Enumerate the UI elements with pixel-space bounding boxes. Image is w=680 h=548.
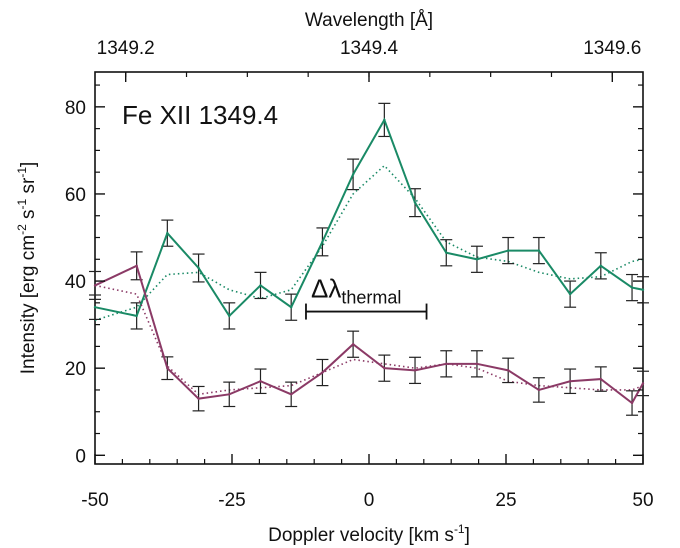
thermal-width-subscript: thermal xyxy=(341,288,401,308)
series-1-data-line xyxy=(94,117,644,318)
series-2-point xyxy=(228,393,231,396)
y-axis-title-sup: -2 xyxy=(15,224,29,235)
annotation-label: Fe XII 1349.4 xyxy=(122,100,278,130)
series-1-point xyxy=(506,249,510,252)
y-axis-title-sup: -1 xyxy=(15,198,29,209)
x-tick-label: 25 xyxy=(495,490,516,511)
x-axis-title-sup: -1 xyxy=(454,522,465,536)
series-1-point xyxy=(630,286,634,289)
x-tick-label: -50 xyxy=(81,490,108,511)
x-axis-title: Doppler velocity [km s-1] xyxy=(268,522,470,546)
y-tick-label: 0 xyxy=(75,446,86,467)
plot-area xyxy=(94,71,644,465)
top-tick-label: 1349.4 xyxy=(340,38,399,59)
series-2-data-line xyxy=(94,264,644,405)
top-axis-title: Wavelength [Å] xyxy=(305,10,433,31)
series-1-point xyxy=(599,264,603,268)
series-2-point xyxy=(475,362,479,366)
series-1-point xyxy=(537,249,541,252)
y-tick-label: 80 xyxy=(65,98,86,119)
series-1-point xyxy=(228,314,231,318)
series-1-point xyxy=(413,201,417,204)
y-tick-label: 20 xyxy=(65,359,86,380)
series-2-point xyxy=(197,397,200,400)
x-tick-label: 0 xyxy=(364,490,375,511)
x-axis-title-main: Doppler velocity [km s xyxy=(268,525,454,546)
series-2-point xyxy=(166,366,169,370)
series-2-point xyxy=(641,382,645,385)
series-1-fit-line xyxy=(94,164,644,322)
series-1-point xyxy=(568,292,572,296)
series-2-point xyxy=(413,369,417,372)
chart-marks xyxy=(89,102,649,416)
thermal-width-label: Δλthermal xyxy=(311,274,401,308)
axes: -50 -25 0 25 50 0 20 40 60 80 1349.2 1349.4 1349.6 xyxy=(65,38,654,511)
series-1-point xyxy=(289,306,293,309)
x-tick-label: -25 xyxy=(218,490,245,511)
series-2-point xyxy=(599,377,603,381)
y-axis-title-part: sr xyxy=(18,177,39,199)
y-axis-title-part: s xyxy=(18,209,39,224)
y-axis-title: Intensity [erg cm-2 s-1 sr-1] xyxy=(15,162,39,375)
series-2-point xyxy=(351,343,355,346)
thermal-width-marker: Δλthermal xyxy=(305,274,428,320)
series-2-point xyxy=(506,369,510,372)
x-tick-label: 50 xyxy=(632,490,653,511)
thermal-width-symbol: Δλ xyxy=(311,274,341,304)
top-tick-label: 1349.6 xyxy=(583,38,641,59)
series-1-point xyxy=(197,266,200,270)
series-2-point xyxy=(93,284,97,287)
series-1 xyxy=(89,102,649,330)
series-2-point xyxy=(259,380,262,383)
series-1-point xyxy=(93,306,97,309)
x-axis-title-tail: ] xyxy=(465,525,470,546)
series-2-point xyxy=(568,380,572,383)
series-2-point xyxy=(630,401,634,405)
series-2-point xyxy=(537,388,541,392)
y-axis-title-part: Intensity [erg cm xyxy=(18,235,39,374)
series-1-point xyxy=(351,173,355,176)
series-2-point xyxy=(289,393,293,396)
series-2-point xyxy=(445,362,448,366)
series-2 xyxy=(89,251,649,416)
series-2-point xyxy=(135,264,138,268)
series-1-point xyxy=(641,288,645,291)
series-1-point xyxy=(321,240,324,244)
series-2-point xyxy=(383,366,386,370)
series-1-point xyxy=(383,118,386,122)
series-1-point xyxy=(135,314,138,318)
y-tick-label: 40 xyxy=(65,272,86,293)
series-1-point xyxy=(259,284,262,287)
y-axis-title-sup: -1 xyxy=(15,167,29,178)
y-axis-title-part: ] xyxy=(18,162,39,167)
y-tick-label: 60 xyxy=(65,185,86,206)
series-1-point xyxy=(445,251,448,254)
series-2-point xyxy=(321,371,324,374)
series-1-point xyxy=(166,231,169,235)
top-tick-label: 1349.2 xyxy=(97,38,155,59)
series-1-point xyxy=(475,258,479,261)
